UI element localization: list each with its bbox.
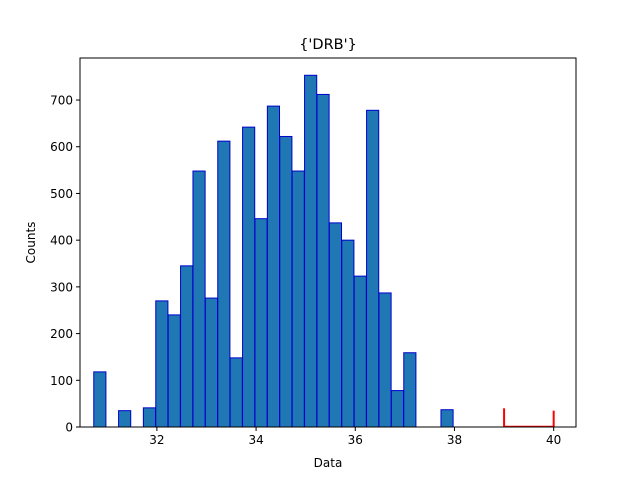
x-tick-label: 38 <box>447 433 462 447</box>
y-axis-ticks: 0 100 200 300 400 500 600 700 <box>50 94 80 435</box>
y-tick-label: 400 <box>50 234 73 248</box>
plot-frame <box>79 57 577 428</box>
x-axis-label: Data <box>314 456 343 470</box>
y-tick-label: 0 <box>65 421 73 435</box>
histogram-bar <box>167 314 181 428</box>
histogram-bar <box>378 292 392 428</box>
x-tick-label: 40 <box>546 433 561 447</box>
y-tick-label: 700 <box>50 94 73 108</box>
histogram-bar <box>291 170 305 428</box>
histogram-bar <box>316 93 330 428</box>
histogram-bar <box>242 126 256 428</box>
histogram-bar <box>266 105 281 428</box>
histogram-bar <box>229 357 243 428</box>
histogram-bar <box>304 74 318 428</box>
histogram-bar <box>217 140 231 428</box>
histogram-bar <box>254 218 268 428</box>
histogram-bar <box>118 410 132 428</box>
y-tick-label: 100 <box>50 374 73 388</box>
histogram-bar <box>279 135 293 428</box>
histogram-bar <box>341 239 355 428</box>
histogram-bar <box>328 222 343 428</box>
y-axis-label: Counts <box>24 222 38 264</box>
histogram-bar <box>353 275 367 428</box>
histogram-bar <box>155 300 169 428</box>
histogram-bar <box>403 352 417 428</box>
histogram-bar <box>180 265 194 428</box>
histogram-bar <box>142 407 157 428</box>
y-tick-label: 300 <box>50 280 73 294</box>
y-tick-label: 600 <box>50 140 73 154</box>
histogram-bar <box>192 170 206 428</box>
x-tick-label: 34 <box>248 433 263 447</box>
histogram-bar <box>390 390 405 428</box>
y-tick-label: 500 <box>50 187 73 201</box>
x-axis-ticks: 32 34 36 38 40 <box>149 427 561 447</box>
histogram-bar <box>366 109 380 428</box>
x-tick-label: 32 <box>149 433 164 447</box>
histogram-bar <box>440 409 454 428</box>
chart-title: {'DRB'} <box>299 37 357 53</box>
x-tick-label: 36 <box>348 433 363 447</box>
y-tick-label: 200 <box>50 327 73 341</box>
histogram-bar <box>93 371 107 428</box>
histogram-bar <box>204 297 219 428</box>
